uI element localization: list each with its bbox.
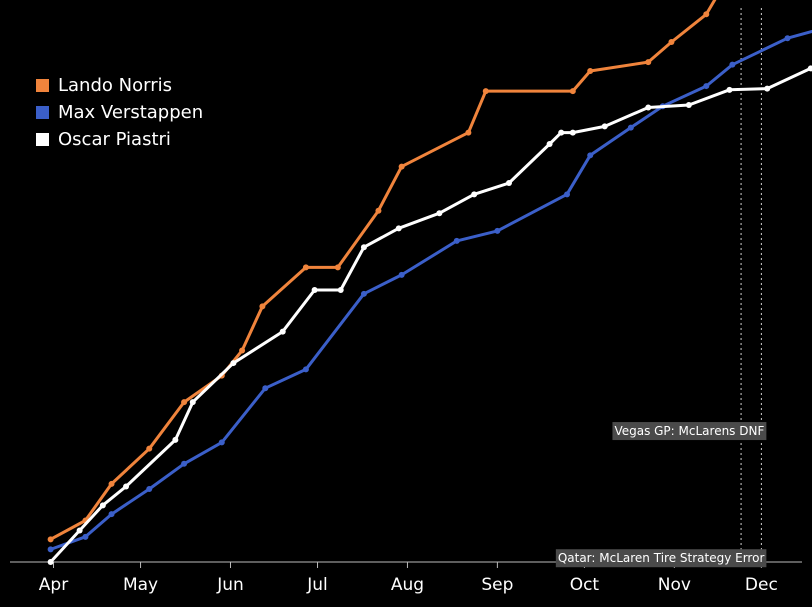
- data-point-max-verstappen-10: [453, 237, 460, 244]
- data-point-oscar-piastri-22: [764, 85, 771, 92]
- legend-label-piastri: Oscar Piastri: [58, 129, 171, 150]
- legend: Lando Norris Max Verstappen Oscar Piastr…: [36, 72, 203, 153]
- x-tick-label-jun: Jun: [216, 575, 244, 595]
- data-point-max-verstappen-17: [729, 61, 736, 68]
- data-point-max-verstappen-16: [703, 83, 710, 90]
- data-point-max-verstappen-13: [587, 152, 594, 159]
- x-tick-label-may: May: [123, 575, 158, 595]
- data-point-oscar-piastri-7: [279, 328, 286, 335]
- x-tick-label-sep: Sep: [481, 575, 513, 595]
- data-point-oscar-piastri-15: [546, 140, 553, 147]
- x-tick-label-nov: Nov: [658, 575, 691, 595]
- data-point-oscar-piastri-21: [726, 86, 733, 93]
- data-point-lando-norris-12: [465, 129, 472, 136]
- data-point-lando-norris-10: [375, 207, 382, 214]
- annotation-0: Vegas GP: McLarens DNF: [612, 422, 767, 441]
- data-point-max-verstappen-6: [262, 385, 269, 392]
- data-point-max-verstappen-2: [108, 511, 115, 518]
- x-tick-label-apr: Apr: [39, 575, 68, 595]
- data-point-lando-norris-13: [482, 88, 489, 95]
- data-point-oscar-piastri-6: [230, 360, 237, 367]
- data-point-max-verstappen-8: [360, 290, 367, 297]
- x-tick-label-aug: Aug: [391, 575, 424, 595]
- x-tick-label-jul: Jul: [306, 575, 328, 595]
- data-point-oscar-piastri-4: [172, 436, 179, 443]
- data-point-max-verstappen-12: [564, 191, 571, 198]
- data-point-max-verstappen-14: [627, 124, 634, 131]
- data-point-oscar-piastri-18: [601, 123, 608, 130]
- legend-swatch-piastri: [36, 133, 49, 146]
- data-point-max-verstappen-4: [181, 460, 188, 467]
- data-point-oscar-piastri-16: [558, 129, 565, 136]
- data-point-max-verstappen-0: [47, 546, 54, 553]
- legend-item-verstappen: Max Verstappen: [36, 99, 203, 126]
- legend-item-piastri: Oscar Piastri: [36, 126, 203, 153]
- data-point-lando-norris-6: [239, 347, 246, 354]
- data-point-lando-norris-18: [703, 11, 710, 18]
- data-point-lando-norris-14: [569, 88, 576, 95]
- data-point-oscar-piastri-13: [471, 191, 478, 198]
- data-point-oscar-piastri-3: [123, 483, 130, 490]
- data-point-oscar-piastri-11: [395, 225, 402, 232]
- data-point-max-verstappen-11: [494, 227, 501, 234]
- data-point-oscar-piastri-17: [569, 129, 576, 136]
- legend-swatch-norris: [36, 79, 49, 92]
- data-point-max-verstappen-9: [398, 271, 405, 278]
- data-point-lando-norris-16: [645, 59, 652, 66]
- annotation-1: Qatar: McLaren Tire Strategy Error: [555, 549, 767, 568]
- data-point-oscar-piastri-12: [436, 210, 443, 217]
- annotation-text-1: Qatar: McLaren Tire Strategy Error: [558, 551, 765, 565]
- data-point-oscar-piastri-0: [47, 559, 54, 565]
- data-point-max-verstappen-18: [784, 35, 791, 42]
- data-point-lando-norris-3: [146, 445, 153, 452]
- series-line-oscar-piastri: [49, 66, 812, 564]
- data-point-max-verstappen-3: [146, 485, 153, 492]
- data-point-oscar-piastri-9: [337, 287, 344, 294]
- data-point-max-verstappen-7: [302, 366, 309, 373]
- legend-item-norris: Lando Norris: [36, 72, 203, 99]
- legend-label-norris: Lando Norris: [58, 75, 172, 96]
- data-point-lando-norris-9: [334, 264, 341, 271]
- data-point-lando-norris-17: [668, 38, 675, 45]
- legend-label-verstappen: Max Verstappen: [58, 102, 204, 123]
- data-point-lando-norris-4: [181, 399, 188, 406]
- data-point-oscar-piastri-19: [645, 104, 652, 111]
- data-point-lando-norris-2: [108, 480, 115, 487]
- data-point-oscar-piastri-10: [360, 244, 367, 251]
- data-point-lando-norris-15: [587, 67, 594, 74]
- data-point-lando-norris-11: [398, 163, 405, 170]
- data-point-lando-norris-0: [47, 536, 54, 543]
- data-point-max-verstappen-1: [82, 533, 89, 540]
- data-point-oscar-piastri-23: [807, 65, 812, 72]
- x-tick-label-dec: Dec: [745, 575, 778, 595]
- data-point-lando-norris-7: [259, 303, 266, 310]
- data-point-max-verstappen-5: [218, 439, 225, 446]
- annotation-box-1: [555, 549, 767, 568]
- data-point-oscar-piastri-14: [505, 180, 512, 187]
- data-point-oscar-piastri-2: [99, 502, 106, 509]
- x-tick-label-oct: Oct: [570, 575, 600, 595]
- data-point-oscar-piastri-1: [76, 527, 83, 534]
- data-point-lando-norris-8: [302, 264, 309, 271]
- annotation-box-0: [612, 422, 767, 441]
- annotation-text-0: Vegas GP: McLarens DNF: [614, 424, 764, 438]
- data-point-oscar-piastri-5: [189, 399, 196, 406]
- data-point-oscar-piastri-20: [685, 101, 692, 108]
- legend-swatch-verstappen: [36, 106, 49, 119]
- data-point-oscar-piastri-8: [311, 287, 318, 294]
